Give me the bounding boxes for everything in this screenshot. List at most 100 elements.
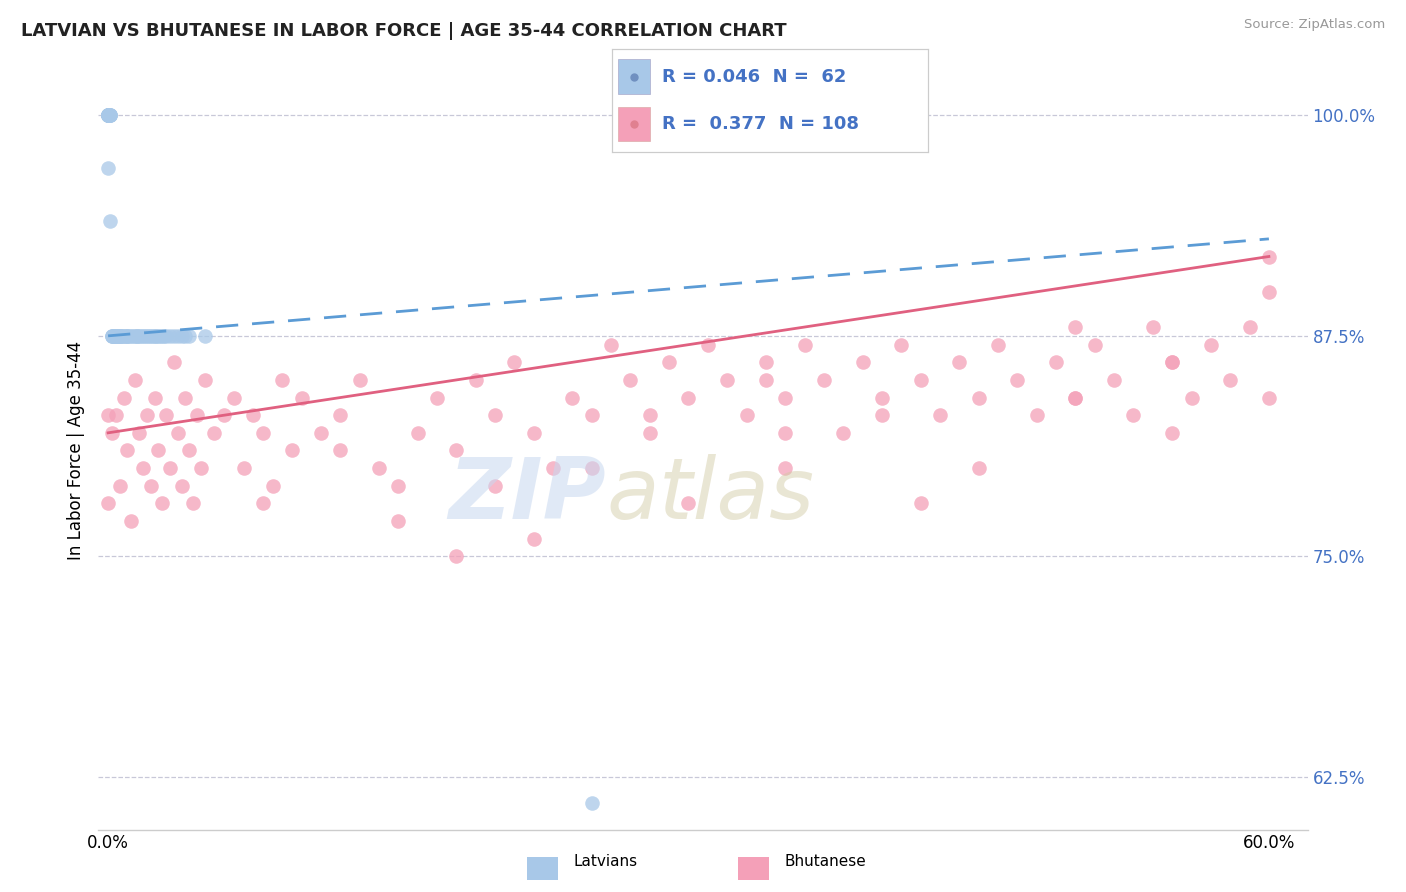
Point (619, 373, 641, 387)
Point (1180, 391, 1202, 405)
Point (349, 373, 371, 387)
Point (484, 479, 506, 493)
Point (98, 108, 121, 122)
Point (890, 337, 912, 351)
Point (1045, 355, 1067, 369)
Point (581, 461, 603, 475)
Point (104, 329, 127, 343)
Point (262, 479, 284, 493)
Point (290, 391, 312, 405)
Point (368, 461, 391, 475)
Point (97, 108, 120, 122)
Point (638, 425, 661, 440)
Point (101, 329, 124, 343)
Point (143, 391, 166, 405)
Point (103, 329, 125, 343)
Point (149, 329, 172, 343)
Point (773, 391, 796, 405)
Point (120, 329, 142, 343)
Point (97, 108, 120, 122)
Point (155, 408, 177, 422)
Point (793, 337, 815, 351)
Point (139, 329, 162, 343)
Point (98, 108, 121, 122)
Point (155, 329, 177, 343)
Point (232, 461, 254, 475)
Point (145, 329, 167, 343)
Point (329, 443, 352, 458)
Point (103, 329, 125, 343)
Point (114, 329, 136, 343)
Point (97, 108, 120, 122)
Text: atlas: atlas (606, 454, 814, 538)
Point (561, 391, 583, 405)
Point (281, 443, 304, 458)
Point (97, 108, 120, 122)
Text: R = 0.046  N =  62: R = 0.046 N = 62 (662, 68, 846, 86)
Point (658, 355, 681, 369)
Text: R =  0.377  N = 108: R = 0.377 N = 108 (662, 115, 859, 133)
Point (104, 329, 127, 343)
Point (696, 337, 718, 351)
Point (242, 408, 264, 422)
Point (1161, 355, 1184, 369)
Point (967, 461, 990, 475)
Point (101, 425, 124, 440)
Point (139, 479, 162, 493)
Point (120, 514, 142, 528)
Text: Bhutanese: Bhutanese (785, 854, 866, 869)
Point (111, 329, 134, 343)
Point (464, 373, 486, 387)
Point (97, 108, 120, 122)
Point (252, 425, 274, 440)
Point (678, 496, 700, 510)
Point (179, 443, 201, 458)
Point (1257, 285, 1279, 299)
Point (179, 329, 201, 343)
Point (135, 408, 157, 422)
Point (755, 373, 778, 387)
Point (1257, 250, 1279, 264)
Point (163, 355, 186, 369)
Point (112, 329, 135, 343)
Point (111, 329, 134, 343)
Text: Latvians: Latvians (574, 854, 638, 869)
Point (107, 329, 129, 343)
Point (143, 329, 166, 343)
Point (97, 108, 120, 122)
Point (523, 425, 546, 440)
Point (446, 549, 468, 564)
Point (108, 479, 131, 493)
Point (150, 329, 173, 343)
Point (1161, 355, 1184, 369)
Point (870, 391, 893, 405)
Point (910, 496, 932, 510)
Point (118, 329, 141, 343)
Point (135, 329, 157, 343)
Point (387, 479, 409, 493)
Text: Source: ZipAtlas.com: Source: ZipAtlas.com (1244, 18, 1385, 31)
Point (97, 108, 120, 122)
Point (101, 329, 124, 343)
Y-axis label: In Labor Force | Age 35-44: In Labor Force | Age 35-44 (66, 341, 84, 560)
Point (1122, 408, 1144, 422)
Point (755, 355, 778, 369)
Point (129, 329, 152, 343)
Point (166, 329, 188, 343)
Point (1084, 337, 1107, 351)
Point (108, 329, 131, 343)
Point (174, 391, 197, 405)
Point (174, 329, 197, 343)
Point (132, 461, 155, 475)
Point (773, 425, 796, 440)
Point (153, 329, 176, 343)
Point (97, 108, 120, 122)
Point (773, 461, 796, 475)
Point (600, 337, 623, 351)
Point (117, 443, 139, 458)
Point (852, 355, 875, 369)
Point (426, 391, 449, 405)
Point (870, 408, 893, 422)
Point (103, 329, 125, 343)
Point (112, 391, 135, 405)
